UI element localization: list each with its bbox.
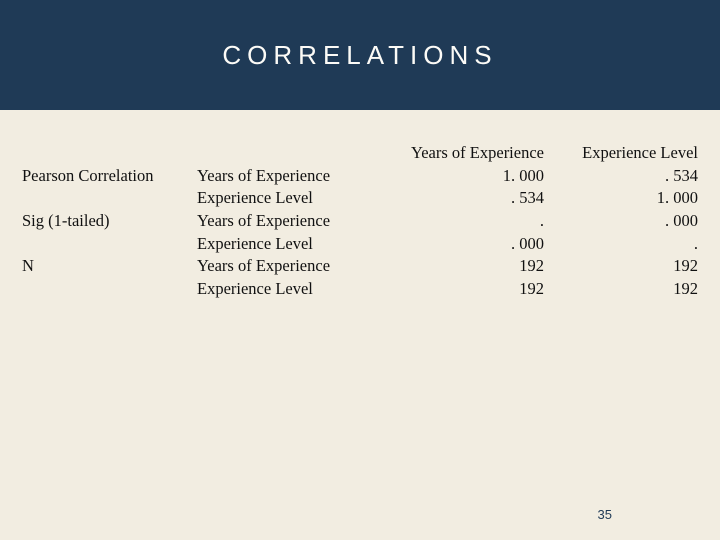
cell-stat: Pearson Correlation xyxy=(18,165,193,188)
cell-yoe: . xyxy=(358,210,548,233)
cell-stat xyxy=(18,187,193,210)
col-header-yoe: Years of Experience xyxy=(358,142,548,165)
cell-el: . 534 xyxy=(548,165,702,188)
cell-el: 1. 000 xyxy=(548,187,702,210)
slide-content: Years of Experience Experience Level Pea… xyxy=(0,110,720,300)
cell-el: 192 xyxy=(548,278,702,301)
correlations-table: Years of Experience Experience Level Pea… xyxy=(18,142,702,300)
cell-var: Years of Experience xyxy=(193,255,358,278)
cell-yoe: . 000 xyxy=(358,233,548,256)
table-row: Experience Level 192 192 xyxy=(18,278,702,301)
cell-el: . 000 xyxy=(548,210,702,233)
cell-yoe: 1. 000 xyxy=(358,165,548,188)
cell-yoe: 192 xyxy=(358,278,548,301)
table-row: Experience Level . 000 . xyxy=(18,233,702,256)
cell-var: Experience Level xyxy=(193,233,358,256)
slide-header: CORRELATIONS xyxy=(0,0,720,110)
col-header-el: Experience Level xyxy=(548,142,702,165)
table-row: Pearson Correlation Years of Experience … xyxy=(18,165,702,188)
page-number: 35 xyxy=(598,507,612,522)
table-row: N Years of Experience 192 192 xyxy=(18,255,702,278)
cell-stat xyxy=(18,278,193,301)
cell-var: Years of Experience xyxy=(193,165,358,188)
cell-var: Years of Experience xyxy=(193,210,358,233)
cell-var: Experience Level xyxy=(193,278,358,301)
cell-el: . xyxy=(548,233,702,256)
cell-el: 192 xyxy=(548,255,702,278)
cell-var: Experience Level xyxy=(193,187,358,210)
cell-var xyxy=(193,142,358,165)
table-row: Years of Experience Experience Level xyxy=(18,142,702,165)
cell-stat: N xyxy=(18,255,193,278)
cell-stat: Sig (1-tailed) xyxy=(18,210,193,233)
cell-stat xyxy=(18,142,193,165)
table-row: Experience Level . 534 1. 000 xyxy=(18,187,702,210)
cell-yoe: . 534 xyxy=(358,187,548,210)
cell-stat xyxy=(18,233,193,256)
cell-yoe: 192 xyxy=(358,255,548,278)
table-row: Sig (1-tailed) Years of Experience . . 0… xyxy=(18,210,702,233)
slide-title: CORRELATIONS xyxy=(222,40,497,71)
